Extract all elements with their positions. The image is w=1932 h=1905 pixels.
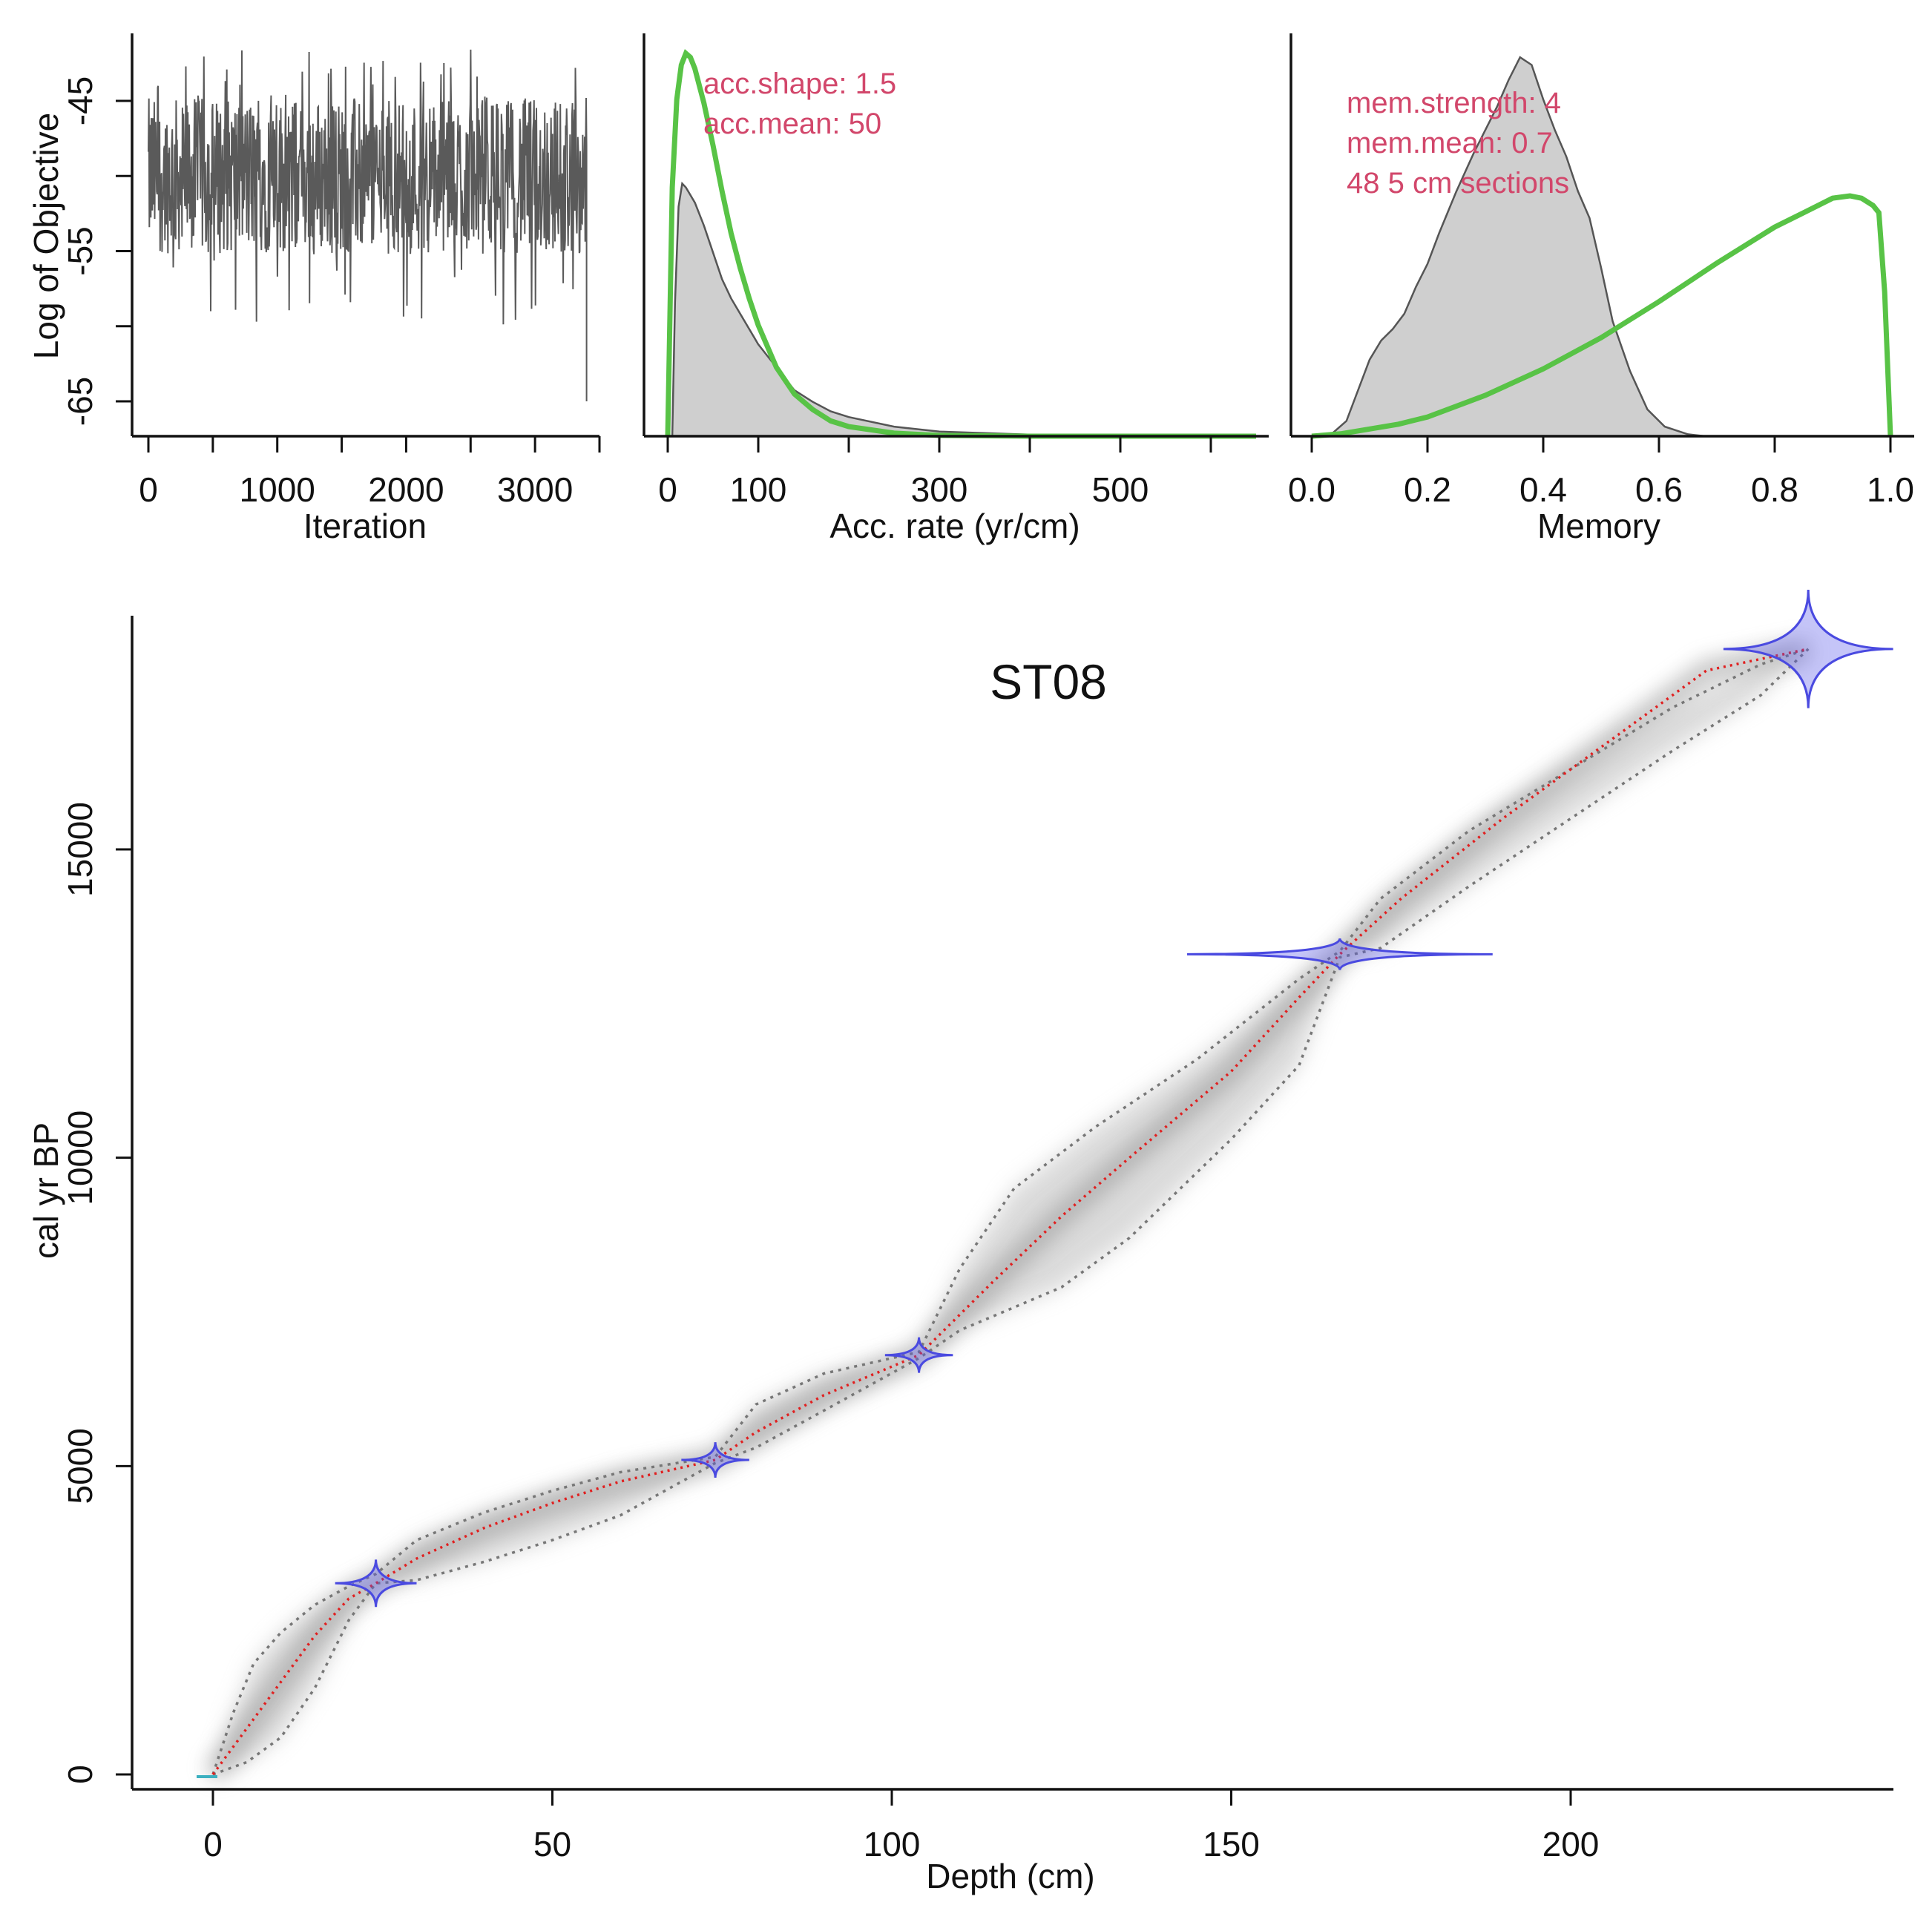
iteration-x-tick-label: 2000 [368,470,444,509]
iteration-x-tick-label: 1000 [240,470,315,509]
memory-x-tick-label: 0.6 [1635,470,1683,509]
core-title: ST08 [990,654,1107,709]
acc-rate-panel-axes: 0 100 300 500 [643,33,1269,509]
age-depth-lower-bound-line [212,648,1810,1776]
sections-annotation: 48 5 cm sections [1347,167,1569,200]
acc-rate-prior-line [665,49,1256,439]
depth-x-tick-label: 150 [1203,1825,1260,1863]
mem-strength-annotation: mem.strength: 4 [1347,87,1561,119]
age-depth-upper-bound-line [211,648,1809,1775]
acc-mean-annotation: acc.mean: 50 [703,108,881,140]
age-depth-panel: 0 50 100 150 200 0 5000 10000 15000 ST08 Depth (… [27,590,1893,1895]
iteration-x-tick-label: 0 [139,470,158,509]
depth-axis-label: Depth (cm) [926,1857,1094,1895]
memory-axis-label: Memory [1537,507,1660,545]
log-objective-axis-label: Log of Objective [27,113,65,359]
memory-panel: 0.0 0.2 0.4 0.6 0.8 1.0 Memory mem.strength: … [1288,33,1914,545]
memory-posterior-area [1327,56,1706,438]
depth-x-tick-label: 100 [864,1825,921,1863]
acc-rate-panel: 0 100 300 500 Acc. rate (yr/cm) acc.shape: … [643,33,1269,545]
iteration-axis-label: Iteration [303,507,427,545]
cal-yr-bp-y-tick-label: 15000 [61,802,99,897]
calibrated-date-marker [335,1559,417,1608]
memory-x-tick-label: 0.2 [1404,470,1451,509]
depth-x-tick-label: 0 [203,1825,223,1863]
log-objective-y-tick-label: -65 [61,377,99,426]
acc-rate-x-tick-label: 100 [730,470,787,509]
iteration-panel: 0 1000 2000 3000 -45 -55 -65 Iteration Log of … [27,33,601,545]
memory-x-tick-label: 1.0 [1867,470,1914,509]
depth-x-tick-label: 50 [533,1825,571,1863]
age-depth-panel-axes: 0 50 100 150 200 0 5000 10000 15000 [61,616,1893,1863]
acc-shape-annotation: acc.shape: 1.5 [703,68,896,100]
calibrated-date-marker [681,1441,749,1478]
uncertainty-cloud-outer [213,648,1809,1774]
iteration-panel-axes: 0 1000 2000 3000 -45 -55 -65 [61,33,601,509]
acc-rate-axis-label: Acc. rate (yr/cm) [829,507,1080,545]
age-depth-uncertainty-cloud [205,639,1810,1780]
age-depth-median-line [211,648,1809,1776]
calibrated-date-marker [1187,938,1493,971]
acc-rate-posterior-area [671,181,1257,438]
memory-prior-line [1311,193,1893,439]
memory-panel-axes: 0.0 0.2 0.4 0.6 0.8 1.0 [1288,33,1914,509]
log-objective-trace-line [148,49,588,401]
memory-x-tick-label: 0.0 [1288,470,1335,509]
cal-yr-bp-y-tick-label: 10000 [61,1111,99,1205]
mem-mean-annotation: mem.mean: 0.7 [1347,127,1553,159]
calibrated-date-marker [884,1337,953,1373]
acc-rate-x-tick-label: 500 [1092,470,1149,509]
log-objective-y-tick-label: -55 [61,226,99,275]
memory-x-tick-label: 0.8 [1751,470,1798,509]
iteration-x-tick-label: 3000 [497,470,573,509]
acc-rate-x-tick-label: 300 [911,470,968,509]
log-objective-y-tick-label: -45 [61,76,99,125]
memory-x-tick-label: 0.4 [1519,470,1567,509]
cal-yr-bp-y-tick-label: 5000 [61,1428,99,1504]
cal-yr-bp-axis-label: cal yr BP [27,1122,65,1259]
cal-yr-bp-y-tick-label: 0 [61,1765,99,1784]
depth-x-tick-label: 200 [1542,1825,1600,1863]
acc-rate-x-tick-label: 0 [658,470,677,509]
